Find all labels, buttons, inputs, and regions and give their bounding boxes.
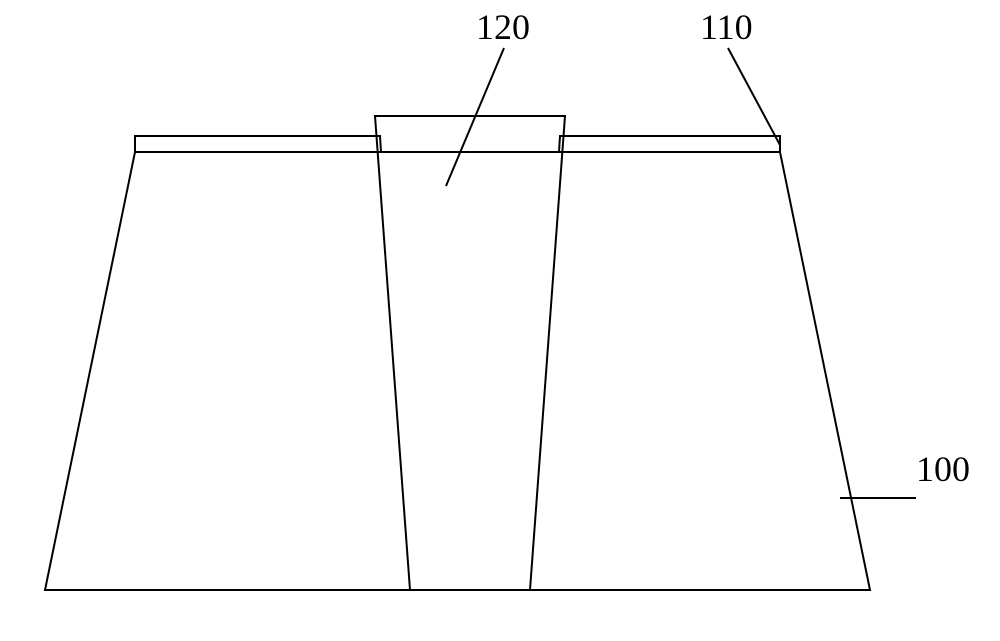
leader-110 [728,48,780,145]
shape-120 [375,116,565,590]
label-100: 100 [916,448,970,490]
label-120: 120 [476,6,530,48]
shape-100 [45,152,870,590]
label-110: 110 [700,6,753,48]
shape-110-left [135,136,381,152]
shape-110-right [559,136,780,152]
diagram-svg [0,0,1000,641]
figure-container: 120 110 100 [0,0,1000,641]
